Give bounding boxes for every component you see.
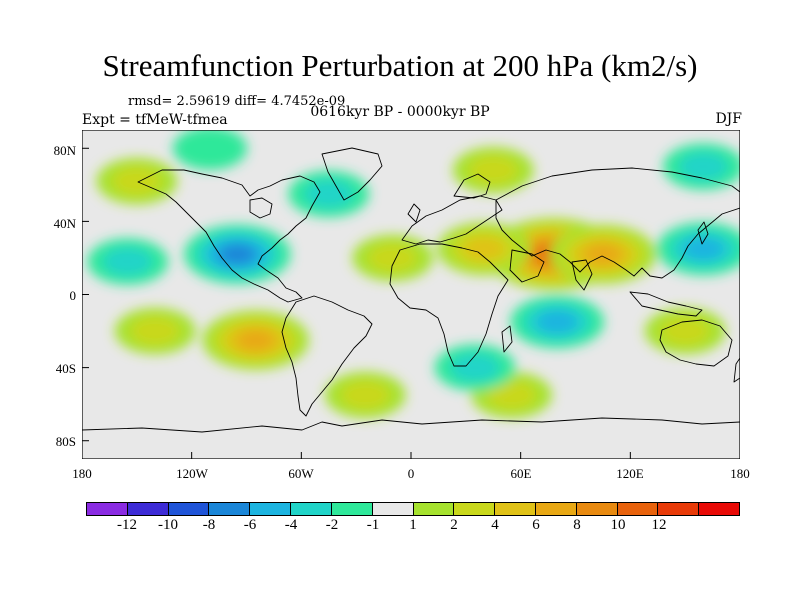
lon-label: 180 [730, 466, 750, 481]
colorbar-label: 1 [409, 517, 417, 533]
colorbar [86, 502, 740, 516]
season-text: DJF [715, 111, 742, 127]
colorbar-label: -10 [158, 517, 178, 533]
colorbar-box [87, 503, 128, 515]
map-background [82, 130, 740, 459]
anomaly-s-pacific-ridge [130, 316, 180, 346]
colorbar-label: 4 [491, 517, 499, 533]
anomaly-s-africa-trough [450, 353, 500, 382]
colorbar-label: 12 [651, 517, 667, 533]
colorbar-label: 10 [610, 517, 626, 533]
coastline-australia [659, 319, 733, 367]
coastline-scandinavia [453, 173, 491, 199]
anomaly-nw-africa-ridge [367, 243, 418, 273]
colorbar-label: 6 [532, 517, 540, 533]
colorbar-box [535, 503, 577, 515]
map-panel [82, 130, 740, 459]
anomaly-arctic-trough [172, 130, 248, 170]
anomaly-nw-pacific-trough [678, 152, 729, 181]
rmsd-diff-text: rmsd= 2.59619 diff= 4.7452e-09 [128, 94, 346, 109]
coastline-new-zealand [733, 357, 740, 383]
coastline-japan [697, 221, 709, 245]
colorbar-box [454, 503, 496, 515]
coastline-britain [407, 203, 421, 223]
colorbar-box [576, 503, 618, 515]
anomaly-australia-ridge [660, 316, 711, 346]
period-text: 0616kyr BP - 0000kyr BP [310, 104, 490, 120]
lon-label: 120E [616, 466, 644, 481]
colorbar-box [495, 503, 536, 515]
coastline-south-america [281, 295, 373, 417]
anomaly-s-atlantic-ridge [340, 380, 391, 410]
anomaly-europe-asia-ridge [468, 155, 519, 185]
page-title: Streamfunction Perturbation at 200 hPa (… [102, 48, 698, 83]
colorbar-box [413, 503, 455, 515]
anomaly-s-america-ridge [237, 329, 275, 351]
coastline-arabia [509, 249, 545, 283]
coastline-africa [389, 243, 509, 367]
coastline-antarctica [82, 417, 740, 433]
coastline-north-america [137, 169, 321, 303]
colorbar-label: -12 [117, 517, 137, 533]
anomaly-indian-ocean-trough [536, 310, 579, 334]
coastline-asia [495, 167, 740, 279]
coastline-madagascar [501, 325, 513, 353]
anomaly-n-atlantic-trough [303, 179, 354, 209]
anomaly-asia-ridge-east [584, 243, 622, 265]
colorbar-box [127, 503, 169, 515]
colorbar-label: -1 [366, 517, 380, 533]
colorbar-box [209, 503, 251, 515]
colorbar-box [372, 503, 414, 515]
colorbar-label: 8 [573, 517, 581, 533]
lon-label: 60W [288, 466, 314, 481]
colorbar-box [250, 503, 292, 515]
colorbar-box [331, 503, 373, 515]
experiment-text: Expt = tfMeW-tfmea [82, 112, 228, 128]
anomaly-s-indian-ridge [486, 380, 537, 410]
colorbar-label: 2 [450, 517, 458, 533]
colorbar-box [617, 503, 659, 515]
lon-label: 180 [72, 466, 92, 481]
lon-label: 120W [176, 466, 208, 481]
lat-label: 80N [53, 143, 76, 158]
lat-label: 80S [55, 434, 76, 449]
colorbar-label: -2 [325, 517, 339, 533]
anomaly-caribbean-trough [218, 243, 256, 265]
coastline-india [571, 259, 593, 291]
anomaly-n-pacific-east-ridge [111, 166, 162, 196]
coastline-hudson-bay [249, 197, 273, 219]
anomaly-w-pacific-trough [682, 237, 725, 261]
anomaly-arabia-ridge [463, 237, 505, 261]
anomaly-e-pacific-trough [102, 247, 153, 276]
colorbar-label: -4 [284, 517, 298, 533]
lat-label: 0 [69, 288, 77, 303]
lon-label: 60E [510, 466, 532, 481]
colorbar-box [658, 503, 700, 515]
colorbar-label: -6 [243, 517, 257, 533]
colorbar-box [168, 503, 210, 515]
lat-label: 40S [55, 361, 76, 376]
colorbar-box [699, 503, 739, 515]
lat-label: 40N [53, 216, 76, 231]
colorbar-label: -8 [202, 517, 216, 533]
coastline-indonesia [629, 291, 703, 317]
lon-label: 0 [407, 466, 415, 481]
colorbar-box [291, 503, 332, 515]
coastline-greenland [321, 147, 383, 201]
